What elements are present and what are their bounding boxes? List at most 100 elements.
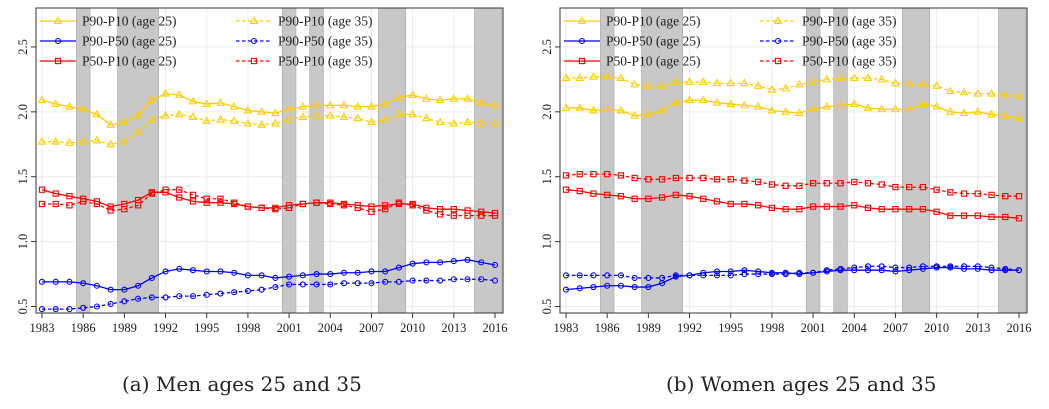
data-point — [741, 177, 748, 184]
data-point — [354, 280, 361, 287]
recession-band — [378, 7, 407, 314]
chart-panel-women: 0.5 1.0 1.5 2.0 2.5 1983 1986 1989 1992 1995 1998 2… — [540, 7, 1032, 335]
data-point — [148, 294, 155, 301]
data-point — [1002, 213, 1009, 221]
series-line — [566, 265, 1020, 279]
data-point — [589, 72, 598, 80]
x-tick-label: 1998 — [235, 321, 260, 335]
data-point — [851, 202, 858, 209]
legend-label: P50-P10 (age 25) — [606, 54, 701, 69]
data-point — [189, 267, 197, 274]
data-point — [464, 276, 471, 283]
data-point — [464, 256, 471, 263]
data-point — [176, 265, 183, 272]
data-point — [339, 112, 349, 120]
data-point — [959, 108, 969, 117]
data-point — [286, 281, 293, 288]
data-point — [590, 283, 597, 291]
data-point — [133, 111, 143, 119]
data-point — [135, 282, 142, 289]
data-point — [863, 73, 873, 82]
series-line — [42, 278, 496, 310]
series-line — [41, 92, 496, 126]
x-tick-label: 2007 — [883, 321, 908, 335]
data-point — [161, 88, 170, 97]
data-point — [768, 181, 776, 188]
data-point — [65, 138, 74, 146]
y-tick-label: 2.0 — [16, 104, 30, 120]
data-point — [464, 212, 471, 219]
legend-item: P90-P50 (age 25) — [40, 34, 177, 49]
data-point — [672, 191, 679, 199]
data-point — [188, 112, 198, 120]
data-point — [38, 186, 46, 193]
data-point — [604, 170, 611, 178]
data-point — [604, 272, 611, 279]
data-point — [203, 291, 210, 298]
data-point — [685, 95, 694, 104]
data-point — [435, 95, 445, 104]
plot-frame — [559, 7, 1028, 314]
data-point — [450, 206, 457, 213]
data-point — [576, 285, 583, 292]
data-point — [80, 304, 87, 311]
data-point — [645, 283, 652, 291]
y-tick-label: 0.5 — [540, 299, 554, 315]
data-point — [423, 277, 430, 284]
data-point — [686, 174, 693, 182]
legend-label: P90-P10 (age 25) — [82, 14, 177, 29]
data-point — [203, 195, 210, 202]
data-point — [892, 268, 899, 275]
series-group — [37, 88, 500, 313]
data-point — [1015, 267, 1023, 274]
data-point — [617, 272, 624, 279]
series-line — [565, 266, 1019, 291]
series-line — [566, 76, 1020, 97]
data-point — [93, 303, 100, 310]
data-point — [932, 81, 941, 89]
data-point — [631, 195, 638, 202]
data-point — [795, 108, 804, 117]
data-point — [148, 190, 155, 197]
data-point — [863, 103, 873, 111]
data-point — [932, 101, 941, 110]
x-tick-label: 1995 — [718, 321, 743, 335]
data-point — [243, 105, 253, 114]
legend-item: P50-P10 (age 25) — [40, 54, 177, 69]
data-point — [229, 101, 239, 110]
data-point — [575, 73, 585, 82]
data-point — [808, 104, 818, 113]
data-point — [272, 274, 279, 282]
data-point — [1000, 90, 1010, 98]
data-point — [257, 107, 266, 115]
data-point — [960, 190, 968, 197]
data-point — [174, 109, 184, 118]
data-point — [189, 198, 197, 205]
legend-marker — [578, 57, 586, 65]
data-point — [121, 206, 128, 213]
data-point — [92, 135, 102, 144]
data-point — [299, 272, 306, 279]
data-point — [974, 265, 981, 272]
data-point — [768, 271, 775, 278]
y-tick-label: 1.5 — [540, 169, 554, 185]
data-point — [919, 263, 926, 270]
data-point — [217, 199, 224, 206]
data-point — [243, 118, 253, 127]
data-point — [66, 193, 73, 200]
data-point — [822, 74, 832, 83]
x-tick-label: 1992 — [677, 321, 702, 335]
data-point — [436, 211, 444, 218]
data-point — [836, 73, 845, 82]
data-point — [435, 117, 445, 126]
data-point — [217, 290, 224, 297]
data-point — [727, 176, 734, 183]
data-point — [162, 268, 169, 275]
data-point — [864, 204, 872, 212]
data-point — [837, 203, 844, 210]
data-point — [258, 272, 265, 279]
data-point — [755, 202, 762, 209]
data-point — [837, 265, 844, 272]
data-point — [602, 72, 612, 80]
legend-item: P50-P10 (age 35) — [236, 54, 373, 69]
